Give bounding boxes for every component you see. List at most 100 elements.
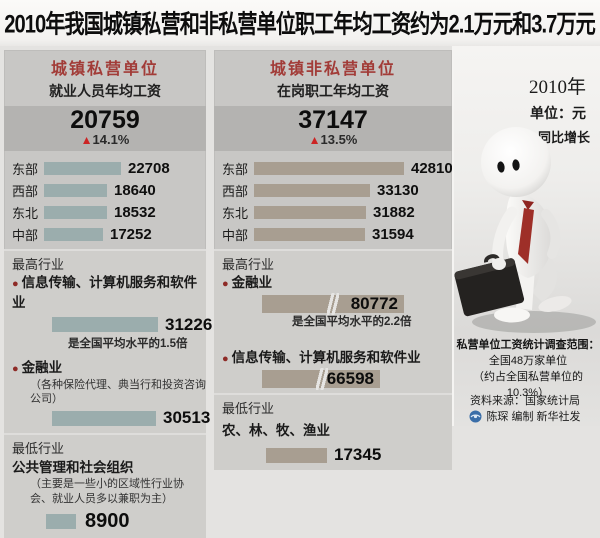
region-bar	[254, 228, 365, 242]
panel-non-private-title: 城镇非私营单位	[269, 61, 396, 78]
panel-private-header: 城镇私营单位 就业人员年均工资	[4, 50, 206, 101]
up-triangle-icon: ▲	[308, 133, 321, 148]
private-highest-industries: 最高行业 ● 信息传输、计算机服务和软件业 31226 是全国平均水平的1.5倍 …	[4, 248, 212, 434]
panel-private-title: 城镇私营单位	[50, 61, 159, 78]
non-private-highest-industries: 最高行业 ● 金融业 80772 是全国平均水平的2.2倍 ● 信息传输、计算机服务…	[214, 248, 452, 394]
walking-figure-svg	[454, 127, 596, 333]
industry-value: 17345	[334, 445, 382, 465]
industry-bar	[52, 410, 156, 426]
figure-shadow	[472, 311, 596, 333]
region-bar	[44, 184, 107, 198]
industry-bar-row: 17345	[266, 445, 452, 465]
industry-bar-row: 31226	[52, 315, 212, 335]
region-value: 18532	[114, 204, 156, 222]
region-row-central: 中部 31594	[222, 224, 452, 246]
figure-eye	[497, 161, 505, 173]
survey-scope-line2: （约占全国私营单位的10.3%）	[473, 370, 583, 399]
industry-name: 公共管理和社会组织	[12, 459, 134, 475]
bullet-icon: ●	[222, 353, 229, 366]
region-row-east: 东部 42810	[222, 158, 453, 180]
region-value: 17252	[110, 226, 152, 244]
industry-value: 31226	[165, 314, 213, 334]
panel-private-subtitle: 就业人员年均工资	[49, 83, 161, 99]
xinhua-logo-icon	[469, 410, 482, 422]
industry-name: 农、林、牧、渔业	[222, 422, 330, 438]
industry-note: 是全国平均水平的1.5倍	[68, 337, 188, 350]
industry-bar	[266, 447, 327, 463]
industry-bar-row: 8900	[46, 510, 206, 533]
non-private-lowest-industry: 最低行业 农、林、牧、渔业 17345	[214, 393, 452, 471]
axis-break-icon	[327, 293, 340, 316]
region-bar	[254, 162, 404, 176]
bullet-icon: ●	[12, 362, 19, 375]
industry-value: 8900	[85, 509, 130, 532]
private-average-value: 20759	[70, 106, 140, 134]
region-value: 18640	[114, 182, 156, 200]
industry-paren-note: （各种保险代理、典当行和投资咨询公司）	[30, 378, 206, 405]
region-row-east: 东部 22708	[12, 158, 206, 180]
region-label: 东部	[12, 162, 39, 178]
region-label: 中部	[222, 228, 249, 244]
non-private-region-chart: 东部 42810 西部 33130 东北 31882 中部 31594	[214, 151, 453, 249]
highest-industries-label: 最高行业	[222, 256, 275, 272]
region-bar	[44, 162, 121, 176]
region-bar	[254, 184, 370, 198]
region-bar	[44, 206, 107, 220]
industry-name: ● 金融业	[222, 275, 273, 291]
axis-break-icon	[316, 368, 329, 391]
bullet-icon: ●	[222, 278, 229, 291]
region-row-northeast: 东北 18532	[12, 202, 206, 224]
industry-value: 80772	[350, 294, 398, 314]
region-value: 42810	[411, 160, 453, 178]
credit-line: 陈琛 编制 新华社发	[454, 408, 596, 424]
walking-figure-illustration	[454, 122, 600, 338]
region-label: 东北	[222, 206, 249, 222]
panel-private-units: 城镇私营单位 就业人员年均工资 20759 ▲14.1% 东部 22708 西部…	[4, 50, 212, 538]
private-growth: ▲14.1%	[80, 132, 130, 148]
data-source: 资料来源：国家统计局	[470, 395, 580, 407]
industry-paren-note: （主要是一些小的区域性行业协会、就业人员多以兼职为主）	[30, 478, 184, 505]
region-bar	[254, 206, 366, 220]
region-label: 西部	[222, 184, 249, 200]
region-row-west: 西部 18640	[12, 180, 206, 202]
non-private-average-band: 37147 ▲13.5%	[214, 106, 452, 151]
region-row-west: 西部 33130	[222, 180, 452, 202]
industry-value: 66598	[326, 369, 374, 389]
industry-value: 30513	[163, 408, 211, 428]
region-value: 22708	[128, 160, 170, 178]
region-row-northeast: 东北 31882	[222, 202, 452, 224]
private-average-band: 20759 ▲14.1%	[4, 106, 206, 151]
page-title: 2010年我国城镇私营和非私营单位职工年均工资约为2.1万元和3.7万元	[4, 11, 596, 39]
region-value: 33130	[377, 182, 419, 200]
lowest-industry-label: 最低行业	[222, 401, 275, 417]
region-label: 西部	[12, 184, 39, 200]
private-region-chart: 东部 22708 西部 18640 东北 18532 中部 17252	[4, 151, 206, 249]
industry-bar-row: 80772	[262, 293, 452, 316]
industry-bar-row: 30513	[52, 408, 210, 428]
region-label: 中部	[12, 228, 39, 244]
briefcase	[454, 254, 525, 317]
panel-non-private-units: 城镇非私营单位 在岗职工年均工资 37147 ▲13.5% 东部 42810 西…	[214, 50, 453, 471]
survey-scope-note: 私营单位工资统计调查范围： 全国48万家单位 （约占全国私营单位的10.3%）	[456, 338, 600, 402]
non-private-average-value: 37147	[298, 106, 368, 134]
industry-bar	[52, 317, 158, 333]
industry-name: ● 信息传输、计算机服务和软件业	[12, 275, 198, 311]
region-bar	[44, 228, 103, 242]
panel-non-private-header: 城镇非私营单位 在岗职工年均工资	[214, 50, 452, 101]
panel-non-private-subtitle: 在岗职工年均工资	[277, 83, 389, 99]
survey-scope-title: 私营单位工资统计调查范围：	[456, 339, 600, 351]
infographic-title-bar: 2010年我国城镇私营和非私营单位职工年均工资约为2.1万元和3.7万元	[0, 0, 600, 46]
region-label: 东部	[222, 162, 249, 178]
region-row-central: 中部 17252	[12, 224, 206, 246]
region-label: 东北	[12, 206, 39, 222]
up-triangle-icon: ▲	[80, 133, 93, 148]
region-value: 31594	[372, 226, 414, 244]
figure-eye	[512, 159, 520, 171]
private-lowest-industry: 最低行业 公共管理和社会组织 （主要是一些小的区域性行业协会、就业人员多以兼职为…	[4, 433, 206, 538]
industry-bar-scale-break: 80772	[262, 293, 404, 316]
industry-bar-scale-break: 66598	[262, 368, 380, 391]
unit-label: 单位：元	[530, 105, 586, 121]
figure-tie	[522, 200, 534, 210]
industry-bar-row: 66598	[262, 368, 452, 391]
industry-note: 是全国平均水平的2.2倍	[292, 316, 412, 329]
